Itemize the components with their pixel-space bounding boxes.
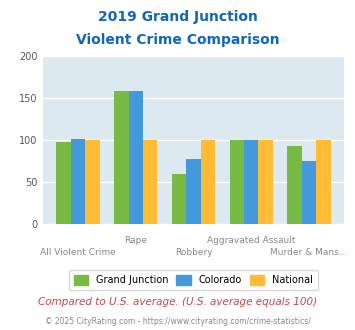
Legend: Grand Junction, Colorado, National: Grand Junction, Colorado, National	[69, 270, 318, 290]
Bar	[258, 140, 273, 224]
Text: All Violent Crime: All Violent Crime	[40, 248, 116, 257]
Text: Rape: Rape	[124, 236, 147, 245]
Bar	[316, 140, 331, 224]
Bar	[244, 140, 258, 224]
Text: Robbery: Robbery	[175, 248, 212, 257]
Bar	[186, 159, 201, 224]
Text: Compared to U.S. average. (U.S. average equals 100): Compared to U.S. average. (U.S. average …	[38, 297, 317, 307]
Bar	[85, 140, 100, 224]
Bar	[71, 139, 85, 224]
Bar	[143, 140, 157, 224]
Text: 2019 Grand Junction: 2019 Grand Junction	[98, 10, 257, 24]
Bar	[114, 91, 129, 224]
Bar	[302, 161, 316, 224]
Text: Murder & Mans...: Murder & Mans...	[270, 248, 348, 257]
Bar	[230, 140, 244, 224]
Bar	[56, 142, 71, 224]
Bar	[287, 146, 302, 224]
Text: © 2025 CityRating.com - https://www.cityrating.com/crime-statistics/: © 2025 CityRating.com - https://www.city…	[45, 317, 310, 326]
Text: Aggravated Assault: Aggravated Assault	[207, 236, 295, 245]
Text: Violent Crime Comparison: Violent Crime Comparison	[76, 33, 279, 47]
Bar	[201, 140, 215, 224]
Bar	[129, 91, 143, 224]
Bar	[172, 174, 186, 224]
